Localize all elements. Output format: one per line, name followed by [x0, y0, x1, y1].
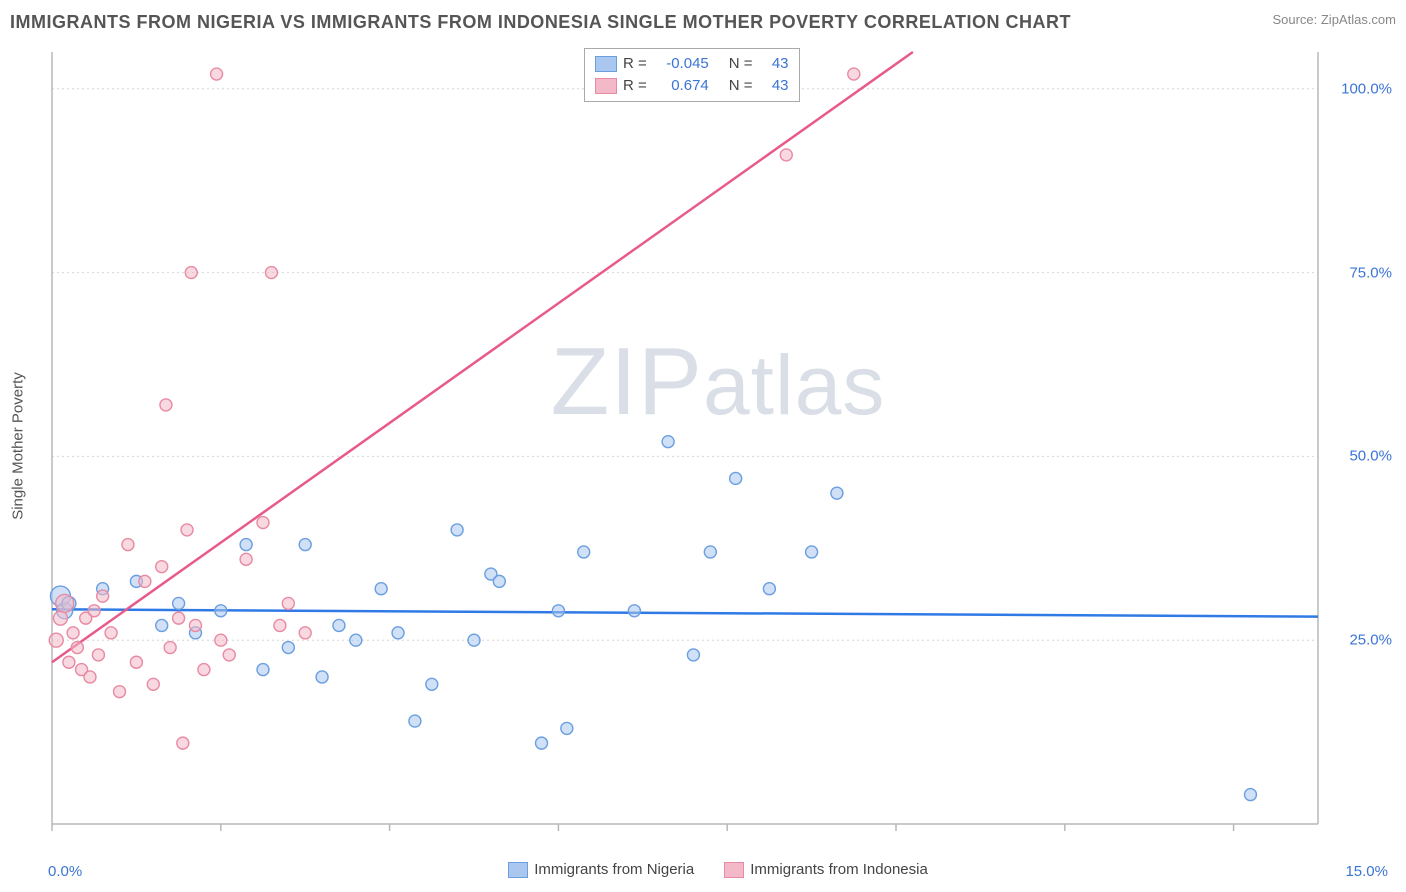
legend-label: Immigrants from Nigeria — [534, 861, 694, 878]
legend-swatch — [508, 862, 528, 878]
chart-title: IMMIGRANTS FROM NIGERIA VS IMMIGRANTS FR… — [10, 12, 1071, 33]
r-label: R = — [623, 75, 647, 97]
n-label: N = — [715, 53, 753, 75]
y-tick-label: 25.0% — [1349, 632, 1392, 649]
n-value: 43 — [759, 53, 789, 75]
y-tick-label: 75.0% — [1349, 264, 1392, 281]
source-name: ZipAtlas.com — [1321, 12, 1396, 27]
series-legend: Immigrants from Nigeria Immigrants from I… — [48, 861, 1388, 878]
r-value: 0.674 — [653, 75, 709, 97]
legend-label: Immigrants from Indonesia — [750, 861, 928, 878]
legend-swatch — [595, 78, 617, 94]
source-attribution: Source: ZipAtlas.com — [1272, 12, 1396, 27]
legend-row: R = -0.045 N = 43 — [595, 53, 789, 75]
y-axis-label: Single Mother Poverty — [10, 372, 27, 520]
header-bar: IMMIGRANTS FROM NIGERIA VS IMMIGRANTS FR… — [10, 12, 1396, 33]
chart-area: Single Mother Poverty ZIPatlas R =-0.045… — [48, 48, 1388, 844]
y-tick-label: 100.0% — [1341, 80, 1392, 97]
source-prefix: Source: — [1272, 12, 1320, 27]
n-label: N = — [715, 75, 753, 97]
legend-item: Immigrants from Nigeria — [508, 861, 694, 878]
legend-row: R = 0.674 N = 43 — [595, 75, 789, 97]
n-value: 43 — [759, 75, 789, 97]
legend-swatch — [724, 862, 744, 878]
correlation-legend: R = -0.045 N = 43 R = 0.674 N = 43 — [584, 48, 800, 102]
r-value: -0.045 — [653, 53, 709, 75]
scatter-plot — [48, 48, 1388, 844]
legend-item: Immigrants from Indonesia — [724, 861, 928, 878]
y-tick-label: 50.0% — [1349, 448, 1392, 465]
r-label: R = — [623, 53, 647, 75]
legend-swatch — [595, 56, 617, 72]
